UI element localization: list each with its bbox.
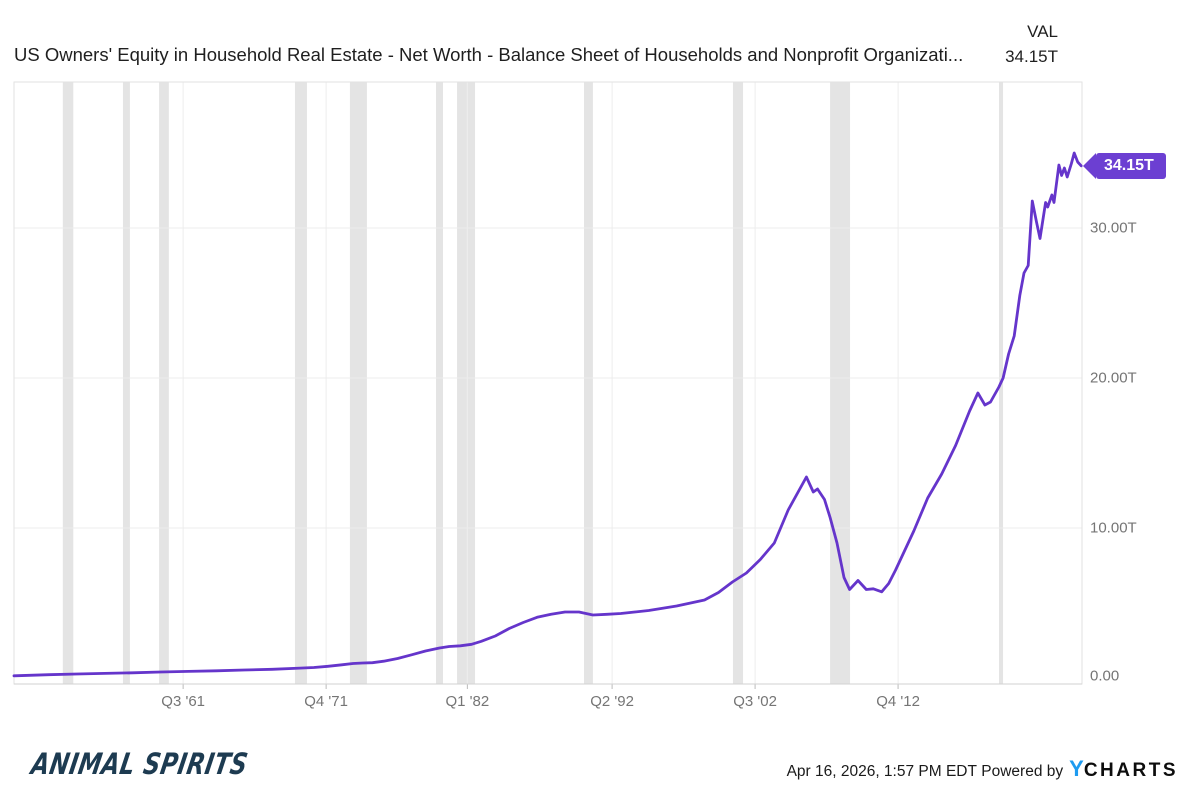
x-axis-label: Q4 '12 [876, 693, 920, 710]
recession-band [122, 82, 130, 684]
y-axis-label: 20.00T [1090, 369, 1137, 387]
x-axis-label: Q2 '92 [590, 693, 634, 710]
recession-band [435, 82, 443, 684]
x-axis-label: Q4 '71 [304, 693, 348, 710]
y-axis-label: 10.00T [1090, 519, 1137, 537]
recession-band [583, 82, 593, 684]
recession-band [349, 82, 367, 684]
timestamp: Apr 16, 2026, 1:57 PM EDT [786, 763, 977, 780]
y-axis-label: 0.00 [1090, 667, 1120, 685]
footer: Apr 16, 2026, 1:57 PM EDT Powered by Y CHA… [787, 756, 1178, 782]
ycharts-logo-charts: CHARTS [1083, 760, 1178, 781]
x-axis-label: Q1 '82 [445, 693, 490, 710]
equity-line-series [12, 151, 1083, 678]
ycharts-logo-y: Y [1069, 756, 1084, 781]
recession-band [62, 82, 74, 684]
val-column-header: VAL [1027, 22, 1058, 41]
latest-value-badge: 34.15T [1083, 152, 1166, 179]
recession-band [457, 82, 476, 684]
y-axis-label: 30.00T [1090, 219, 1137, 237]
recession-band [830, 82, 851, 684]
val-current-value: 34.15T [1005, 47, 1058, 66]
powered-by-text: Powered by [976, 763, 1064, 780]
x-axis-label: Q3 '02 [733, 693, 777, 710]
x-axis-label: Q3 '61 [161, 693, 206, 710]
val-block: VAL 34.15T [938, 20, 1058, 69]
animal-spirits-logo-text: ANIMAL SPIRITS [27, 747, 251, 781]
recession-band [732, 82, 744, 684]
recession-band [294, 82, 307, 684]
line-chart-plot [12, 81, 1083, 689]
chart-title: US Owners' Equity in Household Real Esta… [14, 44, 964, 65]
animal-spirits-logo: ANIMAL SPIRITS [22, 736, 282, 793]
recession-band [159, 82, 169, 684]
plot-border [13, 81, 1083, 685]
